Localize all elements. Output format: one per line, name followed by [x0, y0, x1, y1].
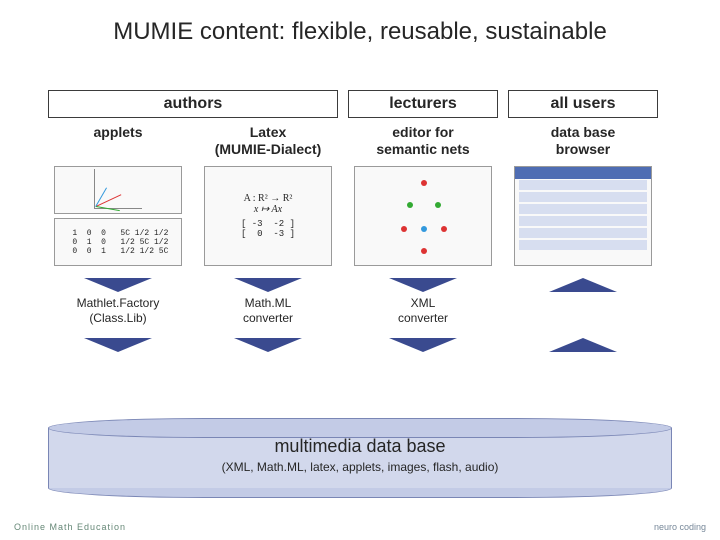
thumb-col-latex: A : R² → R² x ↦ Ax [ -3 -2 ] [ 0 -3 ]	[198, 166, 338, 266]
role-authors: authors	[48, 90, 338, 118]
arrow-down-icon	[84, 338, 152, 352]
mini-eq: A : R² → R² x ↦ Ax [ -3 -2 ] [ 0 -3 ]	[241, 193, 295, 239]
mini-eq-mid: x ↦ Ax	[241, 204, 295, 215]
subhead-browser-l2: browser	[508, 141, 658, 158]
conv-mathml-l2: converter	[198, 311, 338, 326]
thumb-col-editor	[348, 166, 498, 266]
subhead-editor-l2: semantic nets	[348, 141, 498, 158]
thumb-editor-net	[354, 166, 492, 266]
thumb-latex: A : R² → R² x ↦ Ax [ -3 -2 ] [ 0 -3 ]	[204, 166, 333, 266]
arrow2-col-4	[508, 332, 658, 352]
thumb-browser	[514, 166, 652, 266]
database-cylinder: multimedia data base (XML, Math.ML, late…	[48, 418, 672, 498]
conv-mathlet-l2: (Class.Lib)	[48, 311, 188, 326]
arrow-down-icon	[84, 278, 152, 292]
subhead-editor-l1: editor for	[348, 124, 498, 141]
mini-eq-mat: [ -3 -2 ] [ 0 -3 ]	[241, 219, 295, 239]
arrow-up-icon	[549, 338, 617, 352]
arrow-col-1	[48, 272, 188, 292]
arrow-col-2	[198, 272, 338, 292]
thumb-applets-matrix: 1 0 0 5C 1/2 1/2 0 1 0 1/2 5C 1/2 0 0 1 …	[54, 218, 183, 266]
mini-matrix-text: 1 0 0 5C 1/2 1/2 0 1 0 1/2 5C 1/2 0 0 1 …	[68, 229, 169, 256]
subhead-applets: applets	[48, 124, 188, 160]
database-title: multimedia data base	[48, 436, 672, 457]
mini-browser-titlebar	[515, 167, 651, 179]
arrow-down-icon	[389, 278, 457, 292]
arrow-down-icon	[389, 338, 457, 352]
arrow-up-icon	[549, 278, 617, 292]
conv-xml: XML converter	[348, 296, 498, 326]
conv-xml-l2: converter	[348, 311, 498, 326]
subhead-editor: editor for semantic nets	[348, 124, 498, 160]
page-title: MUMIE content: flexible, reusable, susta…	[0, 18, 720, 46]
thumb-col-browser	[508, 166, 658, 266]
arrow2-col-1	[48, 332, 188, 352]
mini-eq-top: A : R² → R²	[241, 193, 295, 204]
cylinder-top-lid	[48, 418, 672, 438]
conv-xml-l1: XML	[348, 296, 498, 311]
mini-net-icon	[393, 176, 453, 256]
conv-none	[508, 296, 658, 326]
mini-browser-icon	[515, 167, 651, 265]
thumbs-row: 1 0 0 5C 1/2 1/2 0 1 0 1/2 5C 1/2 0 0 1 …	[48, 166, 672, 266]
subhead-applets-l1: applets	[48, 124, 188, 141]
diagram-grid: authors lecturers all users applets Late…	[48, 90, 672, 352]
mini-axes-icon	[88, 165, 148, 215]
conv-mathlet: Mathlet.Factory (Class.Lib)	[48, 296, 188, 326]
subhead-row: applets Latex (MUMIE-Dialect) editor for…	[48, 124, 672, 160]
conv-mathml: Math.ML converter	[198, 296, 338, 326]
thumb-col-applets: 1 0 0 5C 1/2 1/2 0 1 0 1/2 5C 1/2 0 0 1 …	[48, 166, 188, 266]
role-lecturers: lecturers	[348, 90, 498, 118]
subhead-latex-l1: Latex	[198, 124, 338, 141]
footer-logo-right: neuro coding	[654, 522, 706, 532]
database-subtitle: (XML, Math.ML, latex, applets, images, f…	[48, 460, 672, 474]
arrows-row	[48, 272, 672, 292]
arrow2-col-2	[198, 332, 338, 352]
arrow-down-icon	[234, 338, 302, 352]
thumb-applets-axes	[54, 166, 183, 214]
arrow-col-3	[348, 272, 498, 292]
converters-row: Mathlet.Factory (Class.Lib) Math.ML conv…	[48, 296, 672, 326]
subhead-latex: Latex (MUMIE-Dialect)	[198, 124, 338, 160]
arrow-down-icon	[234, 278, 302, 292]
subhead-latex-l2: (MUMIE-Dialect)	[198, 141, 338, 158]
role-all-users: all users	[508, 90, 658, 118]
footer-logo-left: Online Math Education	[14, 522, 126, 532]
role-header-row: authors lecturers all users	[48, 90, 672, 118]
subhead-browser: data base browser	[508, 124, 658, 160]
arrow2-col-3	[348, 332, 498, 352]
conv-mathlet-l1: Mathlet.Factory	[48, 296, 188, 311]
conv-mathml-l1: Math.ML	[198, 296, 338, 311]
subhead-browser-l1: data base	[508, 124, 658, 141]
arrows-row-2	[48, 332, 672, 352]
arrow-col-4	[508, 272, 658, 292]
